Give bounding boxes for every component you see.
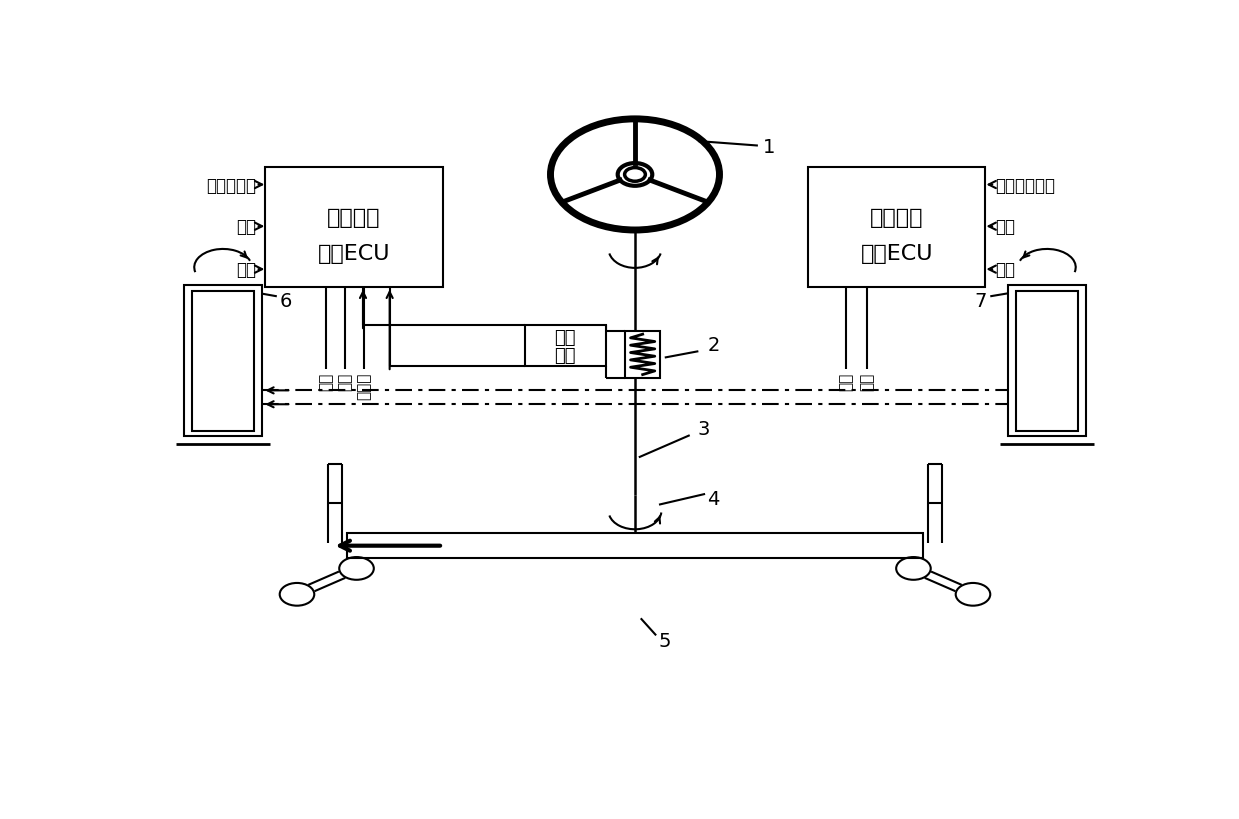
FancyBboxPatch shape bbox=[192, 292, 254, 432]
Text: 6: 6 bbox=[280, 292, 292, 311]
Text: 轮速: 轮速 bbox=[235, 260, 255, 278]
Text: 3: 3 bbox=[698, 420, 710, 439]
Text: 车速: 车速 bbox=[235, 218, 255, 236]
FancyBboxPatch shape bbox=[808, 168, 985, 287]
Text: 差速转向: 差速转向 bbox=[327, 208, 380, 228]
Text: 轮速: 轮速 bbox=[995, 260, 1015, 278]
Text: 2: 2 bbox=[707, 336, 720, 355]
Text: 驱控制: 驱控制 bbox=[357, 373, 372, 400]
FancyBboxPatch shape bbox=[183, 286, 263, 437]
Text: 4: 4 bbox=[707, 489, 720, 509]
Circle shape bbox=[624, 169, 646, 182]
Text: 电流: 电流 bbox=[337, 373, 353, 391]
Text: 控制ECU: 控制ECU bbox=[860, 244, 933, 264]
FancyBboxPatch shape bbox=[1016, 292, 1078, 432]
Text: 制动踏板位置: 制动踏板位置 bbox=[995, 176, 1056, 194]
Text: 1: 1 bbox=[763, 138, 776, 157]
FancyBboxPatch shape bbox=[265, 168, 444, 287]
Text: 差速制动: 差速制动 bbox=[870, 208, 923, 228]
Text: 转角: 转角 bbox=[555, 347, 576, 365]
Text: 7: 7 bbox=[974, 292, 986, 311]
Text: 电压: 电压 bbox=[839, 373, 854, 391]
Text: 控制ECU: 控制ECU bbox=[318, 244, 390, 264]
Text: 电压: 电压 bbox=[318, 373, 333, 391]
Text: 横摆角速度: 横摆角速度 bbox=[206, 176, 255, 194]
Text: 转矩: 转矩 bbox=[555, 328, 576, 346]
FancyBboxPatch shape bbox=[626, 332, 660, 378]
Text: 车速: 车速 bbox=[995, 218, 1015, 236]
FancyBboxPatch shape bbox=[1007, 286, 1087, 437]
Text: 电流: 电流 bbox=[860, 373, 875, 391]
FancyBboxPatch shape bbox=[524, 325, 606, 366]
Text: 5: 5 bbox=[659, 631, 672, 650]
FancyBboxPatch shape bbox=[347, 533, 923, 559]
